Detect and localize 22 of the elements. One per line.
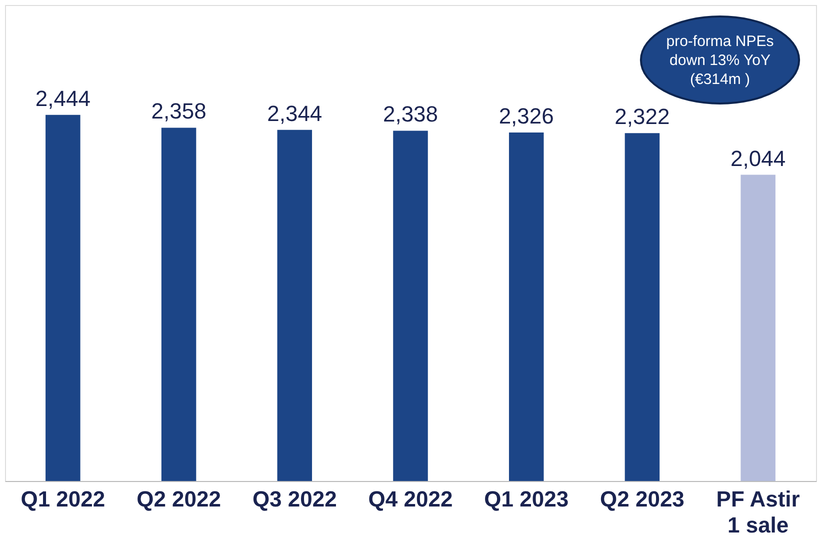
data-label: 2,326 <box>498 104 554 129</box>
x-tick-label: Q2 2022 <box>136 486 221 512</box>
data-label: 2,444 <box>35 86 90 111</box>
data-label: 2,322 <box>614 104 670 130</box>
x-tick-label: Q1 2022 <box>20 486 106 512</box>
bar <box>161 128 196 481</box>
bar <box>46 114 80 481</box>
data-label: 2,338 <box>382 102 438 127</box>
x-tick-label: Q4 2022 <box>368 486 453 512</box>
bar <box>624 133 660 481</box>
x-tick-label: Q1 2023 <box>484 486 569 512</box>
x-tick-label: Q3 2022 <box>252 486 337 512</box>
data-label: 2,044 <box>730 146 786 171</box>
text: pro-forma NPEs down 13% YoY (€314m ) <box>666 33 774 88</box>
bar <box>508 132 544 481</box>
data-label: 2,344 <box>267 100 322 126</box>
bar <box>740 174 776 481</box>
x-tick-label: Q2 2023 <box>600 486 684 512</box>
bar <box>277 130 312 481</box>
data-label: 2,358 <box>151 98 206 124</box>
bar <box>393 130 428 481</box>
x-tick-label: PF Astir 1 sale <box>716 486 800 538</box>
